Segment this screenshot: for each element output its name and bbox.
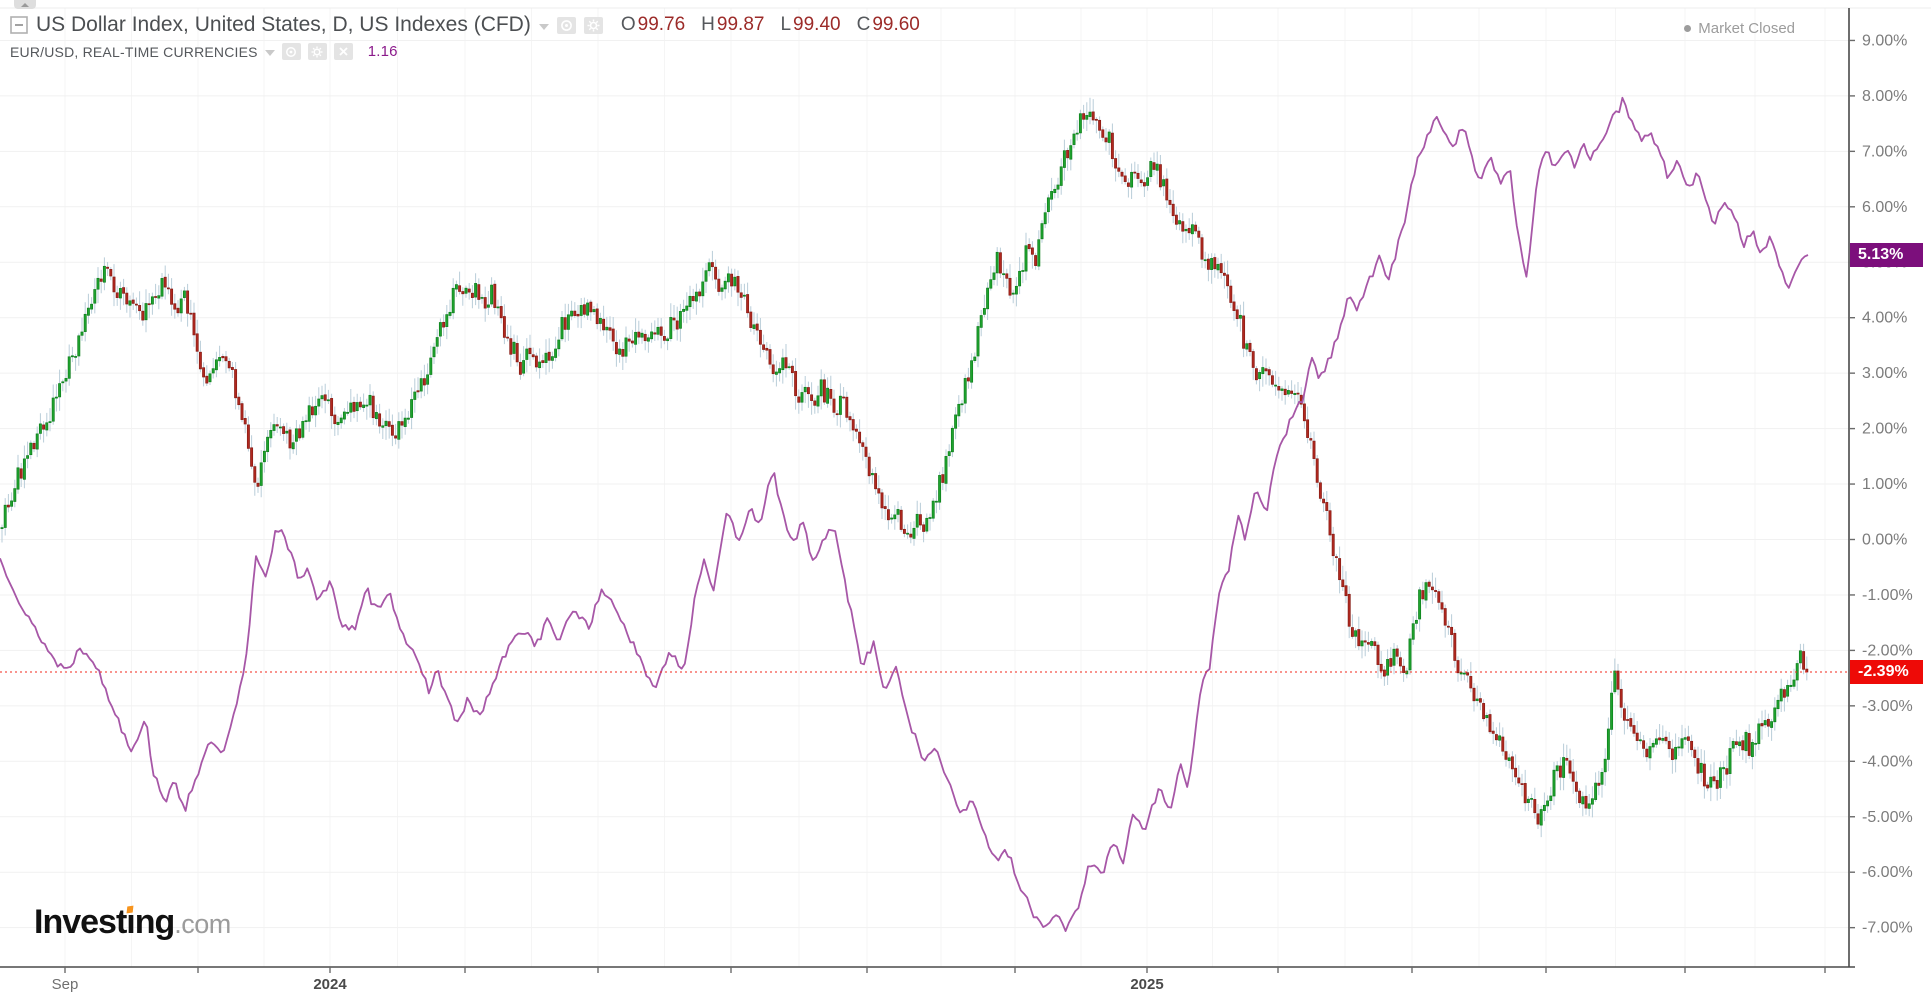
- svg-text:-2.00%: -2.00%: [1862, 642, 1913, 659]
- svg-text:-1.00%: -1.00%: [1862, 587, 1913, 604]
- gear-icon: [587, 19, 600, 31]
- collapse-icon[interactable]: [10, 16, 28, 34]
- chart-legend: US Dollar Index, United States, D, US In…: [10, 13, 920, 60]
- status-dot-icon: [1684, 25, 1692, 32]
- svg-text:Sep: Sep: [52, 976, 79, 993]
- overlay-settings-button[interactable]: [307, 43, 327, 60]
- ohlc-readout: O 99.76 H 99.87 L 99.40 C 99.60: [621, 14, 920, 36]
- ohlc-high: H 99.87: [701, 14, 765, 35]
- svg-text:-6.00%: -6.00%: [1862, 864, 1913, 881]
- line-price-badge: 5.13%: [1850, 243, 1923, 268]
- close-icon: [339, 47, 348, 56]
- target-icon: [560, 19, 572, 31]
- logo-orange-tittle: [126, 905, 134, 914]
- svg-text:8.00%: 8.00%: [1862, 88, 1907, 105]
- ohlc-low: L 99.40: [780, 14, 841, 35]
- svg-text:2.00%: 2.00%: [1862, 421, 1907, 438]
- svg-text:2025: 2025: [1130, 976, 1163, 993]
- chevron-up-icon: [21, 2, 29, 7]
- svg-text:0.00%: 0.00%: [1862, 532, 1907, 549]
- overlay-series-title[interactable]: EUR/USD, REAL-TIME CURRENCIES: [10, 43, 258, 60]
- svg-text:4.00%: 4.00%: [1862, 310, 1907, 327]
- source-settings-button[interactable]: [556, 16, 576, 34]
- svg-text:3.00%: 3.00%: [1862, 365, 1907, 382]
- svg-text:6.00%: 6.00%: [1862, 199, 1907, 216]
- ohlc-close: C 99.60: [856, 14, 920, 35]
- chevron-down-icon[interactable]: [538, 23, 549, 30]
- svg-text:1.00%: 1.00%: [1862, 476, 1907, 493]
- chevron-down-icon[interactable]: [264, 50, 275, 56]
- target-icon: [286, 46, 297, 57]
- overlay-series-row: EUR/USD, REAL-TIME CURRENCIES: [10, 43, 920, 60]
- toolbar-toggle-tab[interactable]: [14, 0, 36, 9]
- investing-logo[interactable]: Investı ng .com: [34, 903, 231, 941]
- market-status-label: Market Closed: [1698, 20, 1795, 37]
- svg-text:7.00%: 7.00%: [1862, 143, 1907, 160]
- svg-text:-4.00%: -4.00%: [1862, 753, 1913, 770]
- svg-text:-7.00%: -7.00%: [1862, 920, 1913, 937]
- candle-price-badge: -2.39%: [1850, 660, 1923, 685]
- series-settings-button[interactable]: [583, 16, 603, 34]
- ohlc-open: O 99.76: [620, 14, 686, 35]
- overlay-source-button[interactable]: [281, 43, 301, 60]
- svg-text:-5.00%: -5.00%: [1862, 809, 1913, 826]
- gear-icon: [311, 45, 323, 58]
- main-series-title[interactable]: US Dollar Index, United States, D, US In…: [36, 13, 531, 36]
- market-status: Market Closed: [1684, 20, 1795, 37]
- overlay-last-value: 1.16: [367, 43, 398, 60]
- svg-text:9.00%: 9.00%: [1862, 32, 1907, 49]
- overlay-remove-button[interactable]: [333, 43, 353, 60]
- main-series-row: US Dollar Index, United States, D, US In…: [10, 13, 920, 37]
- svg-text:2024: 2024: [313, 976, 347, 993]
- svg-text:-3.00%: -3.00%: [1862, 698, 1913, 715]
